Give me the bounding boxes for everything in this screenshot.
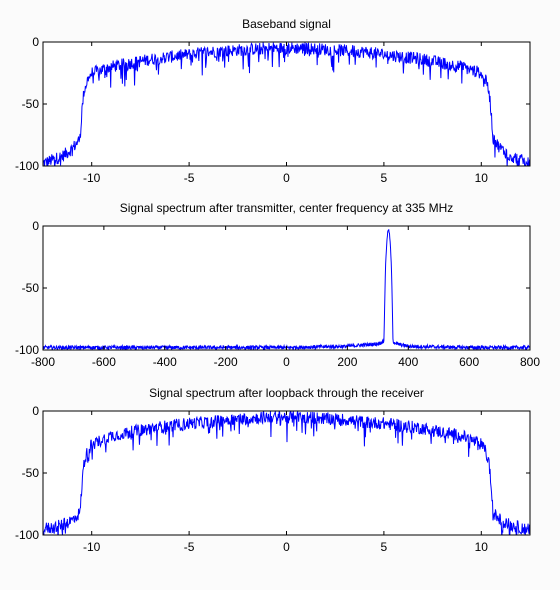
x-tick-label: 10	[475, 540, 489, 554]
series-line-1	[43, 411, 530, 535]
y-tick-label: 0	[32, 404, 39, 418]
x-tick-label: -800	[31, 355, 55, 369]
chart-title: Signal spectrum after transmitter, cente…	[120, 201, 453, 215]
x-tick-label: 0	[283, 540, 290, 554]
x-tick-label: 600	[459, 355, 479, 369]
x-tick-label: 5	[381, 171, 388, 185]
y-tick-label: -50	[22, 466, 40, 480]
x-tick-label: -400	[153, 355, 177, 369]
x-tick-label: -5	[184, 540, 195, 554]
y-tick-label: -50	[22, 97, 40, 111]
x-tick-label: -600	[92, 355, 116, 369]
x-tick-label: 10	[475, 171, 489, 185]
x-tick-label: 0	[283, 355, 290, 369]
x-tick-label: -5	[184, 171, 195, 185]
plot-area	[43, 226, 530, 350]
y-tick-label: 0	[32, 219, 39, 233]
series-line-1	[43, 42, 530, 166]
chart-title: Baseband signal	[242, 17, 331, 31]
x-tick-label: -10	[83, 171, 101, 185]
x-tick-label: 5	[381, 540, 388, 554]
y-tick-label: 0	[32, 35, 39, 49]
y-tick-label: -100	[15, 528, 39, 542]
y-tick-label: -100	[15, 159, 39, 173]
y-tick-label: -50	[22, 281, 40, 295]
x-tick-label: 0	[283, 171, 290, 185]
x-tick-label: 200	[337, 355, 357, 369]
y-tick-label: -100	[15, 343, 39, 357]
x-tick-label: 800	[520, 355, 540, 369]
plot-area	[43, 42, 530, 166]
chart-panel-2: -800 -600 -400 -200 0 200 400 600 800 0 -50 -100 Sig…	[15, 201, 540, 369]
chart-title: Signal spectrum after loopback through t…	[149, 386, 424, 400]
x-tick-label: -200	[214, 355, 238, 369]
x-tick-label: -10	[83, 540, 101, 554]
x-tick-label: 400	[398, 355, 418, 369]
